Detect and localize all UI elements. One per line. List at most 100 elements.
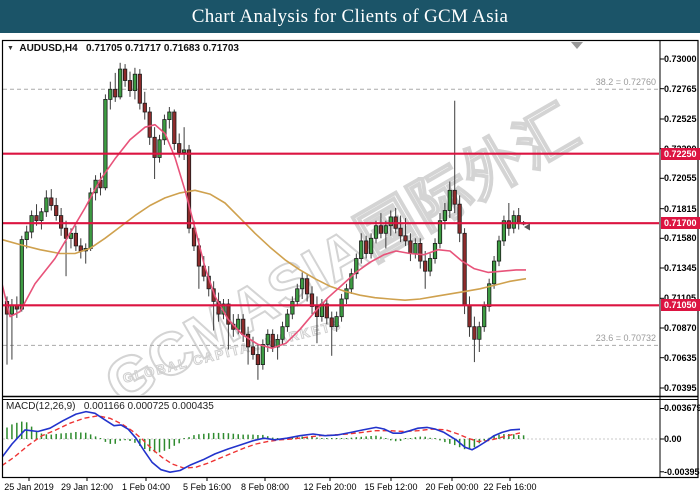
candle-bearish [113, 88, 118, 98]
fib-level-382-label: 38.2 = 0.72760 [595, 77, 656, 87]
candle-bullish [349, 273, 354, 290]
macd-header: MACD(12,26,9) 0.001166 0.000725 0.000435 [6, 401, 214, 412]
candle-bullish [157, 139, 162, 158]
price-axis-label: 0.70635 [664, 353, 697, 363]
candle-bullish [501, 220, 507, 242]
candle-bullish [511, 215, 516, 229]
candle-bearish [59, 215, 64, 229]
time-axis-label: 12 Feb 20:00 [303, 482, 357, 492]
candle-bullish [39, 211, 44, 222]
candle-bearish [309, 293, 315, 307]
price-tag-support: 0.71050 [661, 299, 700, 311]
macd-label: MACD(12,26,9) [6, 401, 76, 412]
candle-bullish [427, 258, 433, 272]
macd-signal-line [3, 415, 521, 469]
candle-bearish [462, 232, 467, 306]
time-axis-label: 1 Feb 04:00 [121, 482, 171, 492]
candle-bullish [388, 216, 393, 227]
ma-slow-line [3, 189, 527, 301]
candle-bearish [73, 232, 78, 247]
price-axis-label: 0.71105 [664, 293, 697, 303]
price-axis-label: 0.72765 [664, 84, 697, 94]
candle-bearish [398, 227, 403, 237]
macd-axis-label: 0.00 [664, 434, 682, 444]
candle-bullish [181, 149, 187, 153]
candle-bearish [63, 227, 69, 239]
candle-bullish [344, 288, 349, 300]
price-tag-resistance: 0.72250 [661, 148, 700, 160]
price-axis-label: 0.70395 [664, 383, 697, 393]
candle-bullish [108, 88, 113, 100]
candle-bullish [9, 304, 14, 315]
candle-bearish [186, 149, 192, 229]
chevron-down-icon[interactable]: ▼ [7, 45, 14, 52]
candle-bearish [403, 235, 408, 242]
candle-bullish [413, 242, 418, 254]
candle-bullish [118, 68, 123, 98]
candle-bearish [142, 102, 147, 113]
candle-bearish [516, 215, 521, 224]
page-title: Chart Analysis for Clients of GCM Asia [191, 6, 509, 27]
time-axis-label: 20 Feb 00:00 [425, 482, 479, 492]
candle-bullish [132, 73, 137, 91]
time-axis-label: 25 Jan 2019 [4, 482, 54, 492]
time-axis-label: 8 Feb 08:00 [240, 482, 290, 492]
price-axis-label: 0.71345 [664, 263, 697, 273]
candle-bullish [162, 119, 167, 141]
candle-bullish [295, 288, 300, 302]
candle-bearish [255, 354, 261, 366]
candle-bearish [152, 136, 157, 158]
macd-values: 0.001166 0.000725 0.000435 [83, 401, 214, 412]
candle-bullish [44, 197, 49, 213]
candle-bullish [368, 237, 374, 254]
scroll-marker-icon[interactable] [571, 42, 583, 49]
candle-bearish [54, 205, 59, 217]
candle-bullish [383, 225, 388, 234]
time-axis-label: 5 Feb 16:00 [182, 482, 232, 492]
candle-bullish [280, 326, 285, 340]
candle-bearish [49, 197, 54, 206]
candle-bullish [437, 220, 443, 244]
time-axis-label: 29 Jan 12:00 [60, 482, 114, 492]
candle-bullish [373, 225, 379, 239]
candle-bearish [78, 245, 83, 252]
candle-bearish [329, 317, 334, 328]
candle-bearish [423, 260, 428, 272]
candle-bullish [442, 210, 448, 222]
candle-bullish [477, 326, 482, 340]
symbol-label: AUDUSD,H4 [19, 43, 78, 54]
candle-bearish [457, 203, 462, 234]
price-axis-label: 0.72055 [664, 173, 697, 183]
symbol-ohlc-values: 0.71705 0.71717 0.71683 0.71703 [86, 43, 239, 54]
candle-bullish [447, 189, 452, 211]
candle-bearish [241, 318, 246, 335]
candle-bearish [137, 73, 142, 104]
candle-bearish [191, 227, 197, 247]
candle-bearish [452, 189, 457, 205]
candle-bullish [334, 316, 339, 328]
macd-axis-label: -0.003957 [664, 467, 700, 477]
price-axis-label: 0.71815 [664, 204, 697, 214]
ma-fast-line [3, 123, 526, 349]
price-axis-label: 0.71580 [664, 233, 697, 243]
candle-bearish [147, 111, 152, 138]
last-price-marker [524, 223, 530, 231]
main-price-pane[interactable] [2, 62, 660, 380]
candle-bullish [260, 343, 265, 365]
candle-bullish [487, 283, 492, 307]
candle-bearish [304, 278, 310, 295]
candle-bearish [418, 242, 423, 262]
candle-bullish [19, 239, 24, 310]
candle-bullish [496, 240, 502, 262]
macd-pane[interactable] [2, 410, 660, 473]
candle-bearish [364, 240, 369, 254]
time-axis-label: 15 Feb 12:00 [364, 482, 418, 492]
price-axis-label: 0.72525 [664, 114, 697, 124]
candle-bullish [482, 306, 487, 328]
price-axis-label: 0.70870 [664, 323, 697, 333]
candle-bearish [172, 111, 177, 145]
price-axis-label: 0.73000 [664, 54, 697, 64]
macd-main-line [3, 410, 521, 473]
